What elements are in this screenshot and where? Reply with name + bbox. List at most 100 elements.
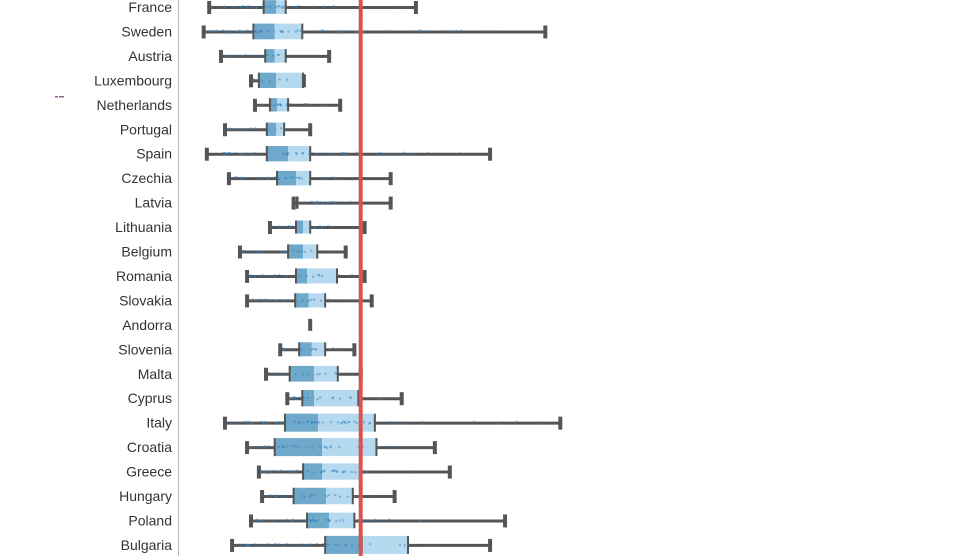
box-austria[interactable] (219, 49, 332, 63)
data-point (279, 372, 282, 376)
data-point (256, 152, 260, 156)
data-point (370, 519, 373, 522)
box-cyprus[interactable] (285, 390, 404, 407)
data-point (320, 471, 323, 474)
data-point (319, 299, 323, 303)
data-point (307, 518, 310, 522)
category-label: Greece (126, 464, 172, 480)
box-czechia[interactable] (226, 170, 393, 186)
data-point (231, 5, 234, 9)
lower-box (295, 293, 309, 308)
data-point (251, 422, 254, 425)
category-label: Portugal (120, 121, 172, 137)
data-point (305, 446, 309, 449)
whisker-cap (447, 465, 452, 479)
data-point (274, 422, 277, 425)
data-point (365, 470, 369, 474)
reference-line (358, 0, 363, 556)
whisker-cap (308, 123, 313, 137)
data-point (275, 421, 279, 424)
data-point (402, 151, 405, 154)
box-latvia[interactable] (291, 196, 393, 210)
data-point (311, 471, 314, 474)
data-point (241, 177, 244, 181)
data-point (247, 54, 250, 58)
data-point (245, 543, 249, 546)
data-point (494, 30, 497, 33)
box-italy[interactable] (222, 413, 563, 432)
box-slovakia[interactable] (245, 293, 374, 308)
data-point (403, 544, 407, 547)
box-croatia[interactable] (245, 438, 437, 457)
box-lithuania[interactable] (267, 220, 367, 235)
data-point (404, 152, 408, 156)
data-point (312, 298, 316, 301)
box-portugal[interactable] (222, 122, 313, 137)
upper-box (276, 122, 285, 136)
box-poland[interactable] (249, 512, 508, 529)
data-point (332, 5, 336, 8)
box-andorra[interactable] (308, 318, 313, 331)
data-point (294, 444, 297, 448)
box-greece[interactable] (256, 463, 452, 480)
data-point (243, 152, 247, 155)
data-point (253, 30, 257, 33)
category-label: Czechia (121, 170, 172, 186)
box-france[interactable] (207, 0, 418, 14)
data-point (311, 519, 314, 522)
box-hungary[interactable] (260, 487, 397, 505)
data-point (321, 29, 324, 32)
data-point (265, 544, 269, 547)
data-point (291, 176, 294, 179)
data-point (228, 127, 231, 131)
data-point (240, 30, 244, 33)
box-sweden[interactable] (201, 23, 548, 40)
lower-box (265, 49, 275, 63)
data-point (294, 30, 297, 34)
data-point (338, 495, 342, 498)
box-netherlands[interactable] (252, 98, 343, 112)
data-point (235, 54, 238, 58)
data-point (264, 5, 267, 8)
lower-box (263, 0, 277, 14)
box-malta[interactable] (264, 365, 363, 382)
upper-box (276, 72, 304, 89)
data-point (328, 519, 331, 522)
box-spain[interactable] (204, 146, 493, 162)
data-point (328, 519, 332, 522)
data-point (340, 200, 343, 204)
data-point (325, 446, 329, 450)
data-point (314, 421, 317, 424)
box-slovenia[interactable] (278, 342, 357, 357)
data-point (269, 470, 273, 474)
data-point (395, 520, 399, 523)
box-luxembourg[interactable] (249, 72, 306, 89)
data-point (289, 470, 292, 474)
box-belgium[interactable] (237, 244, 348, 259)
data-point (265, 177, 268, 180)
data-point (327, 225, 330, 228)
quartile-edge (324, 342, 327, 357)
data-point (255, 518, 259, 521)
data-point (285, 275, 288, 278)
whisker-cap (338, 98, 343, 112)
data-point (314, 226, 317, 230)
data-point (256, 5, 259, 9)
data-point (296, 250, 299, 254)
quartile-edge (273, 438, 276, 457)
category-label: Luxembourg (94, 72, 172, 88)
data-point (266, 177, 270, 181)
data-point (343, 420, 346, 424)
box-romania[interactable] (245, 268, 367, 284)
data-point (324, 445, 328, 449)
data-point (276, 5, 280, 8)
data-point (280, 495, 283, 499)
data-point (460, 29, 463, 32)
data-point (242, 249, 245, 253)
data-point (254, 299, 257, 302)
data-point (259, 177, 262, 180)
data-point (279, 421, 282, 424)
lower-box (269, 98, 278, 112)
data-point (279, 471, 282, 474)
data-point (253, 151, 256, 155)
